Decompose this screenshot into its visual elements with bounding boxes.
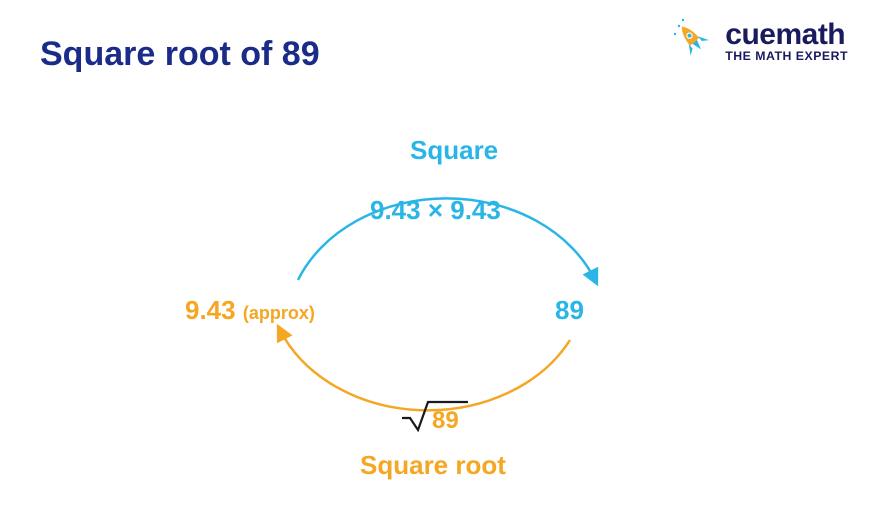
sqrt-operation-label: Square root <box>360 450 506 481</box>
number-node: 89 <box>555 295 584 326</box>
radical-expression: 89 <box>400 398 470 434</box>
multiplication-expression: 9.43 × 9.43 <box>370 195 501 226</box>
cycle-diagram <box>0 0 888 521</box>
root-value-text: 9.43 <box>185 295 236 325</box>
square-operation-label: Square <box>410 135 498 166</box>
radical-icon: 89 <box>400 398 470 434</box>
approx-suffix: (approx) <box>243 303 315 323</box>
radicand: 89 <box>432 407 459 434</box>
root-value-node: 9.43 (approx) <box>185 295 315 326</box>
